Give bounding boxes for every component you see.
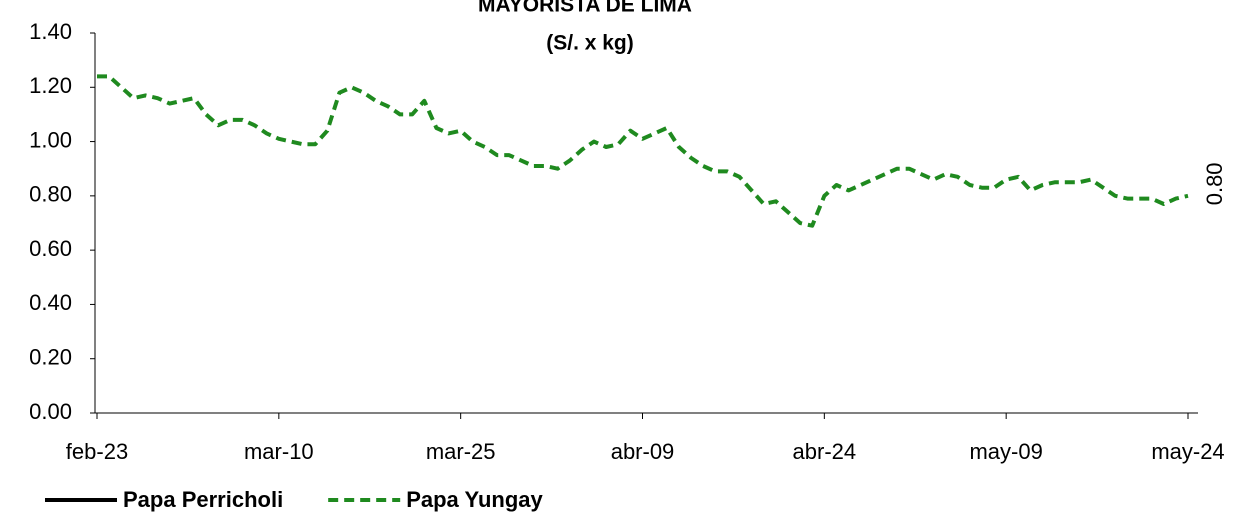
y-tick-label: 0.40 xyxy=(29,290,72,315)
y-tick-label: 1.40 xyxy=(29,19,72,44)
legend-label: Papa Yungay xyxy=(406,487,543,512)
y-tick-label: 0.20 xyxy=(29,345,72,370)
x-tick-label: mar-10 xyxy=(244,439,314,464)
y-tick-label: 1.00 xyxy=(29,127,72,152)
series-line xyxy=(97,74,1189,228)
chart-title: MAYORISTA DE LIMA xyxy=(478,0,692,17)
x-tick-label: may-09 xyxy=(969,439,1042,464)
x-tick-label: abr-24 xyxy=(793,439,857,464)
x-tick-label: may-24 xyxy=(1151,439,1224,464)
y-tick-label: 0.00 xyxy=(29,399,72,424)
legend-label: Papa Perricholi xyxy=(123,487,283,512)
data-label: 0.80 xyxy=(1202,162,1227,205)
x-tick-label: mar-25 xyxy=(426,439,496,464)
y-tick-label: 0.60 xyxy=(29,236,72,261)
y-tick-label: 1.20 xyxy=(29,73,72,98)
x-tick-label: abr-09 xyxy=(611,439,675,464)
chart-subtitle: (S/. x kg) xyxy=(546,32,634,55)
y-tick-label: 0.80 xyxy=(29,182,72,207)
x-tick-label: feb-23 xyxy=(66,439,128,464)
